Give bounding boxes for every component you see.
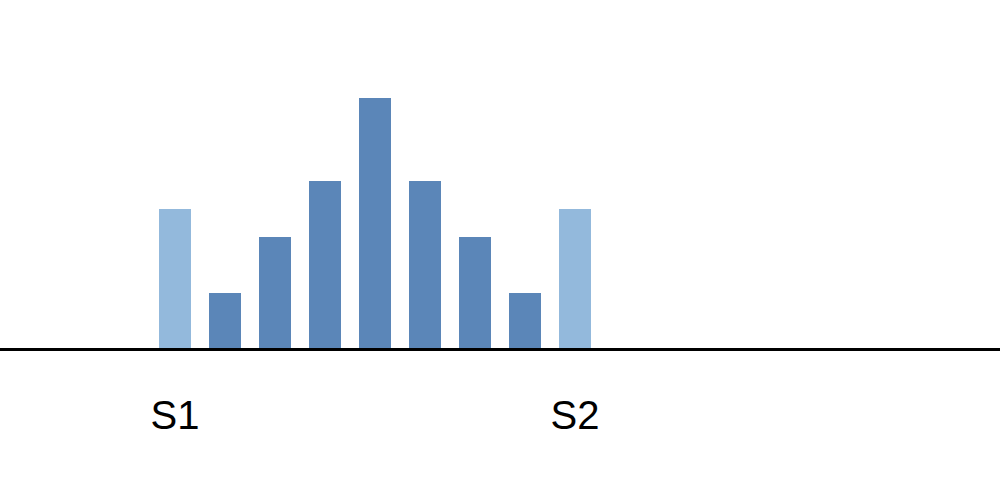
svg-text:S1: S1: [151, 393, 200, 437]
svg-text:S2: S2: [551, 393, 600, 437]
